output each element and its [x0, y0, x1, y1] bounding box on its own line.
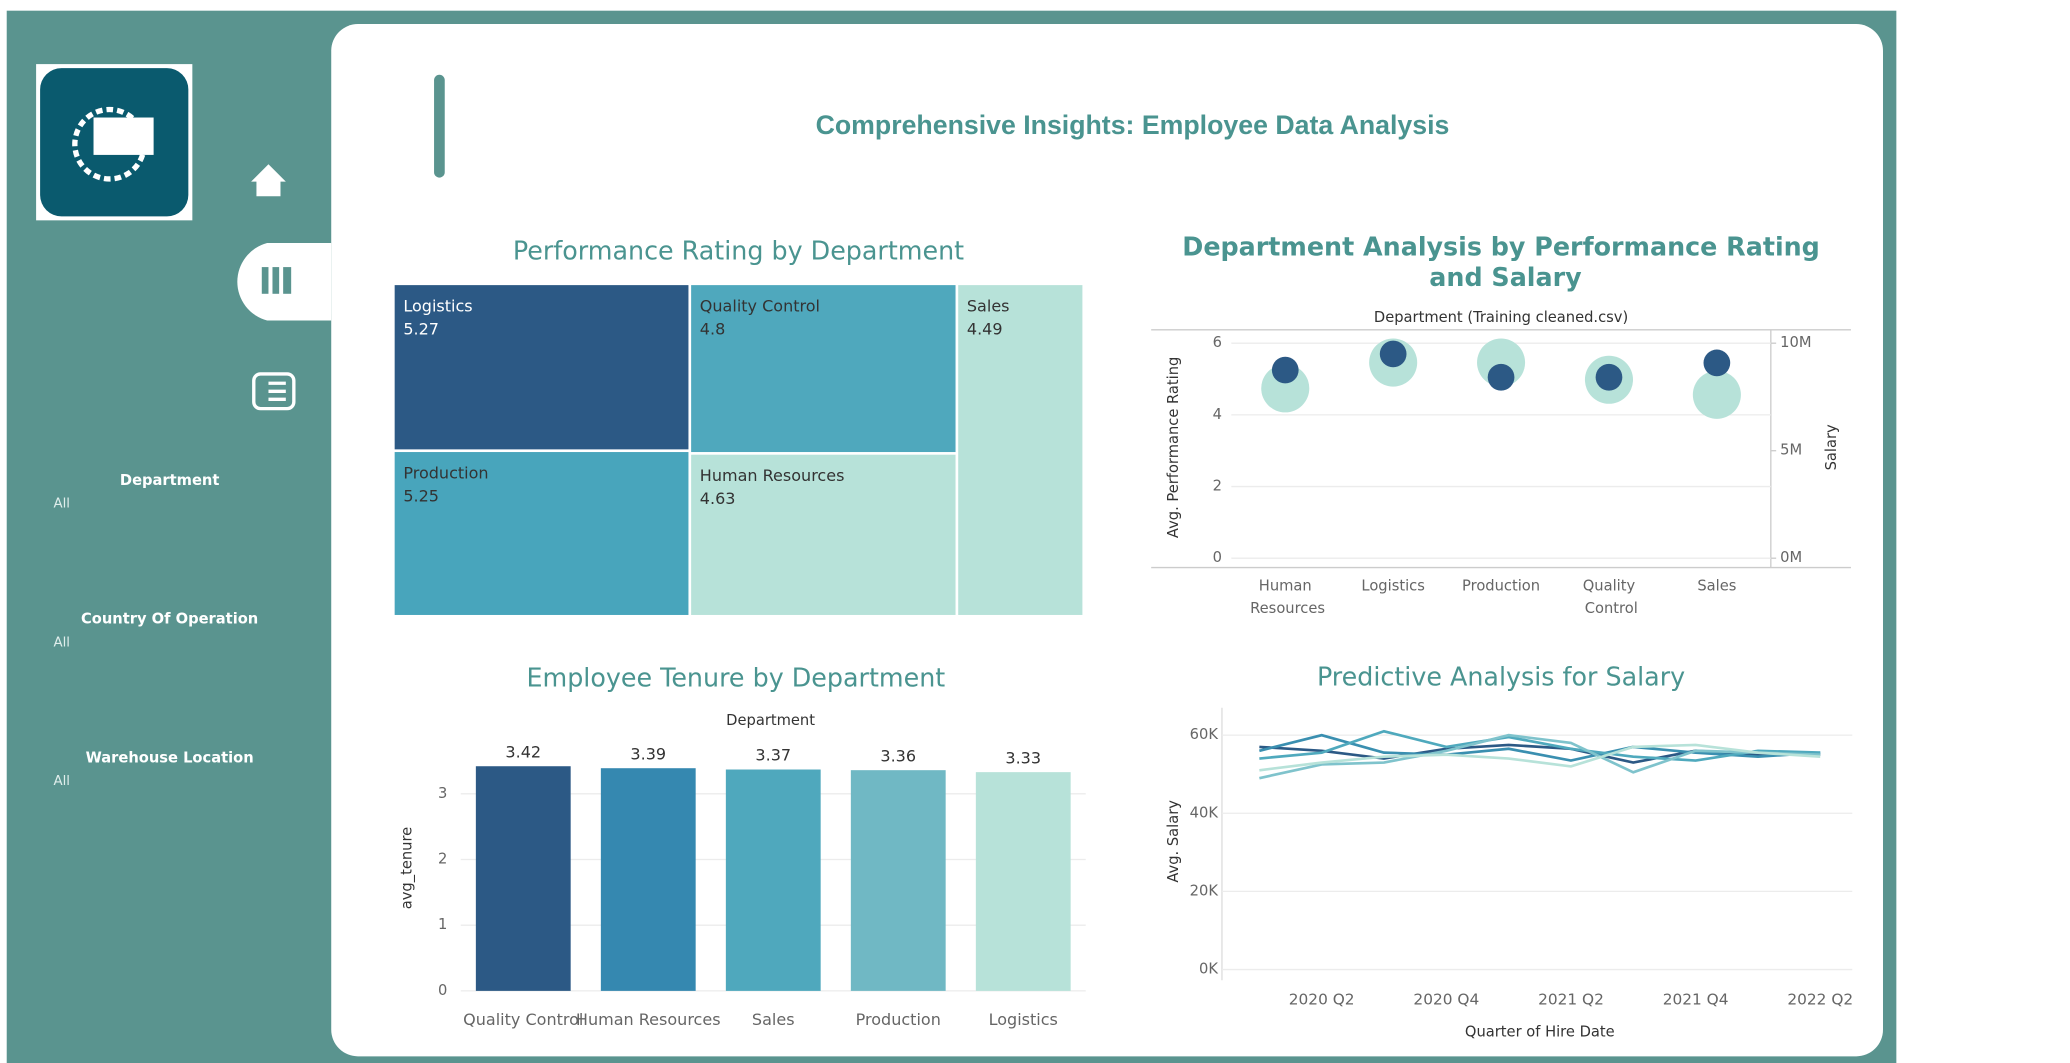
y-tick-label: 0	[438, 982, 447, 999]
dot	[1692, 370, 1741, 419]
dot	[1703, 349, 1731, 377]
x-tick-label: Production	[856, 1010, 941, 1029]
treemap-cell	[393, 283, 690, 451]
dashboard-icon	[261, 267, 292, 294]
dot	[1261, 364, 1310, 413]
cell-value: 4.63	[700, 489, 736, 508]
cell-label: Quality Control	[700, 297, 820, 316]
value-label: 3.37	[755, 746, 791, 765]
chart-title: Performance Rating by Department	[513, 235, 964, 265]
x-tick-label: Quality Control	[1580, 577, 1638, 617]
y-tick-label: 6	[1213, 334, 1222, 351]
dashboard-title: Comprehensive Insights: Employee Data An…	[816, 110, 1450, 140]
treemap-cell	[956, 283, 1084, 617]
y-tick-label: 4	[1213, 406, 1222, 423]
dot	[1595, 363, 1623, 391]
treemap-cell	[689, 453, 957, 617]
treemap-cell	[393, 450, 690, 617]
dot	[1379, 340, 1407, 368]
chart-title: Department Analysis by Performance Ratin…	[1182, 231, 1820, 292]
y-tick-label: 60K	[1190, 726, 1219, 743]
y-tick-label: 20K	[1190, 882, 1219, 899]
y-axis-label: Avg. Salary	[1165, 800, 1182, 883]
y-tick-label: 0	[1213, 549, 1222, 566]
logo-icon	[72, 106, 154, 182]
cell-value: 5.25	[403, 486, 439, 505]
filter-label: Warehouse Location	[86, 750, 254, 767]
y-axis-label: Avg. Performance Rating	[1165, 357, 1182, 538]
y-tick-label: 3	[438, 785, 447, 802]
filter-value: All	[53, 774, 70, 789]
y2-tick-label: 0M	[1780, 549, 1802, 566]
cell-label: Sales	[967, 297, 1010, 316]
y-axis-label: avg_tenure	[398, 827, 415, 909]
chart-title: Employee Tenure by Department	[526, 663, 945, 693]
list-icon[interactable]	[252, 372, 296, 411]
y-tick-label: 2	[438, 851, 447, 868]
y-tick-label: 2	[1213, 478, 1222, 495]
bar	[975, 772, 1071, 991]
y2-axis-label: Salary	[1823, 424, 1840, 470]
chart-subtitle: Department (Training cleaned.csv)	[1374, 309, 1628, 326]
x-tick-label: Human Resources	[1245, 577, 1325, 617]
x-axis-title: Quarter of Hire Date	[1465, 1023, 1615, 1040]
x-tick-label: Quality Control	[463, 1010, 583, 1029]
cell-value: 4.8	[700, 319, 725, 338]
x-tick-label: 2020 Q4	[1413, 991, 1479, 1009]
value-label: 3.33	[1005, 748, 1041, 767]
chart-title: Predictive Analysis for Salary	[1317, 661, 1685, 691]
bar	[850, 770, 946, 991]
x-tick-label: Sales	[1697, 577, 1736, 594]
x-tick-label: Logistics	[989, 1010, 1058, 1029]
value-label: 3.36	[880, 746, 916, 765]
y2-tick-label: 10M	[1780, 334, 1811, 351]
y2-tick-label: 5M	[1780, 442, 1802, 459]
filter-label: Country Of Operation	[81, 611, 258, 628]
y-tick-label: 1	[438, 916, 447, 933]
salary-line	[1259, 729, 1821, 762]
x-tick-label: Human Resources	[576, 1010, 721, 1029]
y-tick-label: 0K	[1199, 961, 1218, 978]
filter-value: All	[53, 635, 70, 650]
cell-label: Human Resources	[700, 466, 845, 485]
treemap-cell	[689, 283, 957, 454]
x-tick-label: 2021 Q2	[1538, 991, 1604, 1009]
y-tick-label: 40K	[1190, 804, 1219, 821]
bar	[475, 766, 571, 991]
cell-label: Production	[403, 464, 488, 483]
value-label: 3.39	[630, 744, 666, 763]
accent-bar	[434, 74, 445, 178]
filter-label: Department	[120, 472, 219, 489]
bar	[600, 768, 696, 991]
x-tick-label: 2020 Q2	[1289, 991, 1355, 1009]
bar	[725, 769, 821, 991]
x-tick-label: 2022 Q2	[1787, 991, 1853, 1009]
dot	[1271, 356, 1299, 384]
salary-line	[1259, 743, 1821, 772]
content-card	[331, 24, 1883, 1057]
salary-line	[1259, 733, 1821, 780]
value-label: 3.42	[505, 742, 541, 761]
dot	[1487, 363, 1515, 391]
x-tick-label: Logistics	[1361, 577, 1424, 594]
x-tick-label: 2021 Q4	[1663, 991, 1729, 1009]
home-icon[interactable]	[251, 164, 286, 197]
x-tick-label: Production	[1462, 577, 1540, 594]
cell-value: 4.49	[967, 319, 1003, 338]
x-axis-title: Department	[726, 712, 815, 729]
cell-label: Logistics	[403, 297, 472, 316]
x-tick-label: Sales	[752, 1010, 795, 1029]
cell-value: 5.27	[403, 319, 439, 338]
filter-value: All	[53, 496, 70, 511]
